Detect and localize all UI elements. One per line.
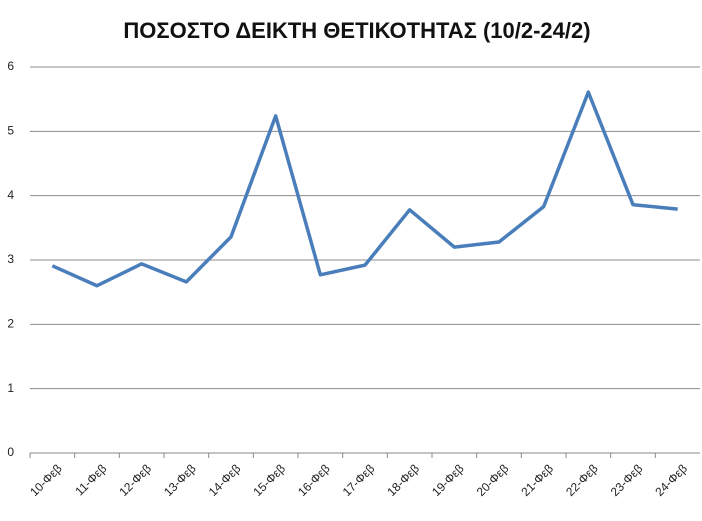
y-tick-label: 2 <box>7 317 14 331</box>
x-tick-label: 12-Φεβ <box>116 461 154 499</box>
y-tick-label: 4 <box>7 188 14 202</box>
x-tick-label: 23-Φεβ <box>608 461 646 499</box>
x-tick-label: 20-Φεβ <box>474 461 512 499</box>
x-tick-label: 13-Φεβ <box>161 461 199 499</box>
y-tick-label: 3 <box>7 252 14 266</box>
x-tick-label: 17-Φεβ <box>340 461 378 499</box>
x-tick-label: 19-Φεβ <box>429 461 467 499</box>
line-series <box>51 90 678 288</box>
x-tick-label: 14-Φεβ <box>206 461 244 499</box>
x-tick-label: 11-Φεβ <box>72 461 109 498</box>
x-tick-label: 21-Φεβ <box>518 461 556 499</box>
y-tick-label: 1 <box>7 381 14 395</box>
x-tick-label: 18-Φεβ <box>384 461 422 499</box>
y-tick-label: 6 <box>7 59 14 73</box>
x-tick-label: 24-Φεβ <box>652 461 690 499</box>
chart-title: ΠΟΣΟΣΤΟ ΔΕΙΚΤΗ ΘΕΤΙΚΟΤΗΤΑΣ (10/2-24/2) <box>123 18 590 43</box>
x-tick-label: 15-Φεβ <box>250 461 288 499</box>
x-tick-label: 22-Φεβ <box>563 461 601 499</box>
y-tick-label: 0 <box>7 445 14 459</box>
x-tick-label: 16-Φεβ <box>295 461 333 499</box>
x-tick-label: 10-Φεβ <box>27 461 65 499</box>
y-tick-label: 5 <box>7 124 14 138</box>
